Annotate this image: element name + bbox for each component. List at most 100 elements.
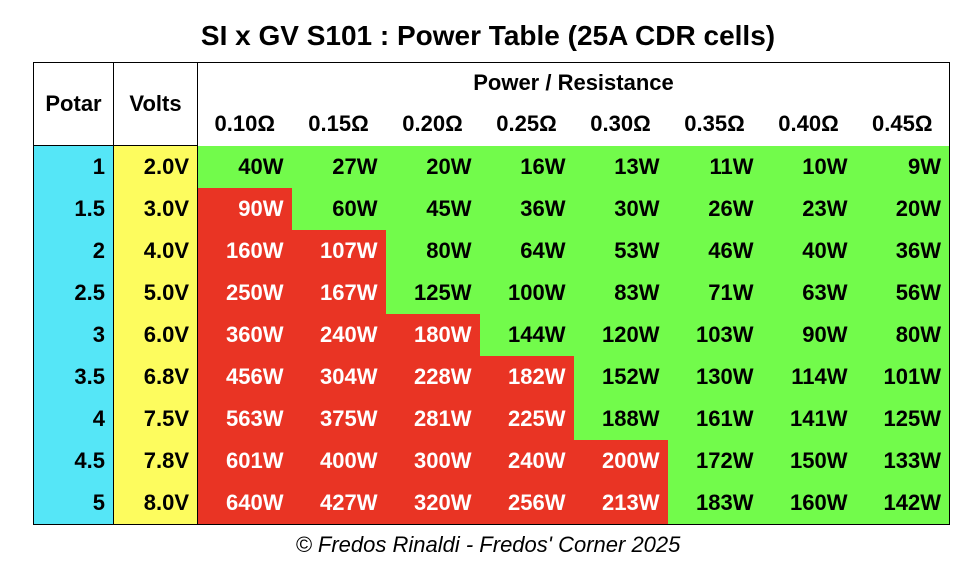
volts-cell: 2.0V (113, 145, 198, 188)
power-cell: 125W (855, 398, 950, 440)
volts-cell: 3.0V (113, 188, 198, 230)
potar-cell: 2.5 (33, 272, 114, 314)
resistance-header: 0.25Ω (496, 111, 557, 136)
potar-cell: 4 (33, 398, 114, 440)
power-cell: 183W (667, 482, 762, 525)
footer: © Fredos Rinaldi - Fredos' Corner 2025 (295, 532, 681, 557)
power-cell: 11W (667, 145, 762, 188)
power-cell: 601W (197, 440, 292, 482)
power-cell: 160W (197, 230, 292, 272)
power-cell: 40W (761, 230, 856, 272)
power-cell: 27W (291, 145, 386, 188)
row: 1.5 3.0V 90W 60W 45W 36W 30W 26W 23W 20W (33, 188, 950, 230)
resistance-header: 0.10Ω (214, 111, 275, 136)
potar-cell: 2 (33, 230, 114, 272)
power-cell: 101W (855, 356, 950, 398)
power-cell: 64W (479, 230, 574, 272)
power-cell: 456W (197, 356, 292, 398)
volts-cell: 6.0V (113, 314, 198, 356)
power-cell: 83W (573, 272, 668, 314)
power-cell: 167W (291, 272, 386, 314)
power-cell: 90W (197, 188, 292, 230)
power-cell: 90W (761, 314, 856, 356)
power-cell: 53W (573, 230, 668, 272)
power-cell: 360W (197, 314, 292, 356)
resistance-header: 0.30Ω (590, 111, 651, 136)
power-cell: 9W (855, 145, 950, 188)
power-cell: 23W (761, 188, 856, 230)
power-cell: 250W (197, 272, 292, 314)
power-cell: 375W (291, 398, 386, 440)
potar-header: Potar (33, 62, 114, 146)
row: 2 4.0V 160W 107W 80W 64W 53W 46W 40W 36W (33, 230, 950, 272)
volts-cell: 7.5V (113, 398, 198, 440)
power-cell: 152W (573, 356, 668, 398)
power-cell: 36W (479, 188, 574, 230)
power-cell: 125W (385, 272, 480, 314)
volts-cell: 5.0V (113, 272, 198, 314)
power-cell: 80W (385, 230, 480, 272)
power-cell: 172W (667, 440, 762, 482)
potar-cell: 5 (33, 482, 114, 525)
power-cell: 60W (291, 188, 386, 230)
row: 3 6.0V 360W 240W 180W 144W 120W 103W 90W 80W (33, 314, 950, 356)
resistance-header: 0.35Ω (684, 111, 745, 136)
power-cell: 63W (761, 272, 856, 314)
power-cell: 161W (667, 398, 762, 440)
power-cell: 281W (385, 398, 480, 440)
power-cell: 200W (573, 440, 668, 482)
power-cell: 36W (855, 230, 950, 272)
resistance-header: 0.45Ω (872, 111, 933, 136)
power-cell: 240W (291, 314, 386, 356)
potar-cell: 3 (33, 314, 114, 356)
row: 2.5 5.0V 250W 167W 125W 100W 83W 71W 63W 56W (33, 272, 950, 314)
power-cell: 144W (479, 314, 574, 356)
power-cell: 30W (573, 188, 668, 230)
power-cell: 150W (761, 440, 856, 482)
power-cell: 256W (479, 482, 574, 525)
power-cell: 142W (855, 482, 950, 525)
volts-cell: 6.8V (113, 356, 198, 398)
power-cell: 120W (573, 314, 668, 356)
power-cell: 304W (291, 356, 386, 398)
power-cell: 225W (479, 398, 574, 440)
power-cell: 640W (197, 482, 292, 525)
power-cell: 300W (385, 440, 480, 482)
power-cell: 20W (385, 145, 480, 188)
group-header: Power / Resistance (197, 62, 950, 103)
power-cell: 320W (385, 482, 480, 525)
title: SI x GV S101 : Power Table (25A CDR cell… (200, 20, 776, 51)
power-cell: 107W (291, 230, 386, 272)
power-cell: 103W (667, 314, 762, 356)
power-cell: 45W (385, 188, 480, 230)
power-cell: 182W (479, 356, 574, 398)
volts-header: Volts (113, 62, 198, 146)
power-cell: 228W (385, 356, 480, 398)
power-cell: 427W (291, 482, 386, 525)
power-cell: 40W (197, 145, 292, 188)
resistance-header: 0.15Ω (308, 111, 369, 136)
power-cell: 114W (761, 356, 856, 398)
power-cell: 71W (667, 272, 762, 314)
power-cell: 160W (761, 482, 856, 525)
power-cell: 13W (573, 145, 668, 188)
power-cell: 213W (573, 482, 668, 525)
volts-cell: 7.8V (113, 440, 198, 482)
power-cell: 20W (855, 188, 950, 230)
volts-cell: 4.0V (113, 230, 198, 272)
row: 3.5 6.8V 456W 304W 228W 182W 152W 130W 114W 101W (33, 356, 950, 398)
resistance-header: 0.40Ω (778, 111, 839, 136)
row: 1 2.0V 40W 27W 20W 16W 13W 11W 10W 9W (33, 145, 950, 188)
volts-cell: 8.0V (113, 482, 198, 525)
power-cell: 80W (855, 314, 950, 356)
resistance-header: 0.20Ω (402, 111, 463, 136)
power-cell: 16W (479, 145, 574, 188)
power-cell: 400W (291, 440, 386, 482)
power-table: Potar Volts Power / Resistance 0.10Ω 0.15… (33, 62, 950, 525)
power-cell: 130W (667, 356, 762, 398)
power-cell: 141W (761, 398, 856, 440)
power-cell: 56W (855, 272, 950, 314)
power-cell: 46W (667, 230, 762, 272)
row: 4 7.5V 563W 375W 281W 225W 188W 161W 141W 125W (33, 398, 950, 440)
power-cell: 240W (479, 440, 574, 482)
